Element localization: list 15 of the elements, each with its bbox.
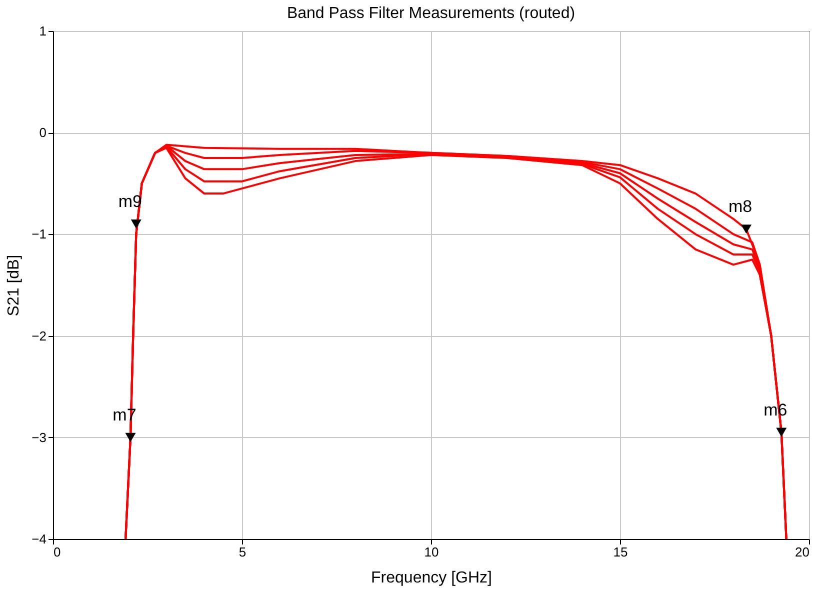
annotation: m8 bbox=[728, 197, 752, 216]
y-tick-label: −4 bbox=[32, 532, 46, 546]
y-tick-label: 1 bbox=[39, 24, 46, 38]
y-tick-label: −1 bbox=[32, 226, 46, 242]
x-tick-label: 5 bbox=[238, 544, 246, 560]
x-tick-label: 10 bbox=[424, 544, 439, 560]
x-tick-label: 15 bbox=[613, 544, 628, 560]
y-tick-label: −3 bbox=[32, 430, 46, 445]
x-axis-title: Frequency [GHz] bbox=[371, 570, 492, 586]
y-axis-title: S21 [dB] bbox=[6, 254, 23, 316]
y-tick-label: 0 bbox=[39, 125, 46, 140]
x-tick-label: 20 bbox=[795, 544, 810, 560]
x-tick-label: 0 bbox=[54, 544, 61, 560]
chart-title: Band Pass Filter Measurements (routed) bbox=[286, 5, 576, 22]
y-tick-label: −2 bbox=[32, 328, 46, 344]
